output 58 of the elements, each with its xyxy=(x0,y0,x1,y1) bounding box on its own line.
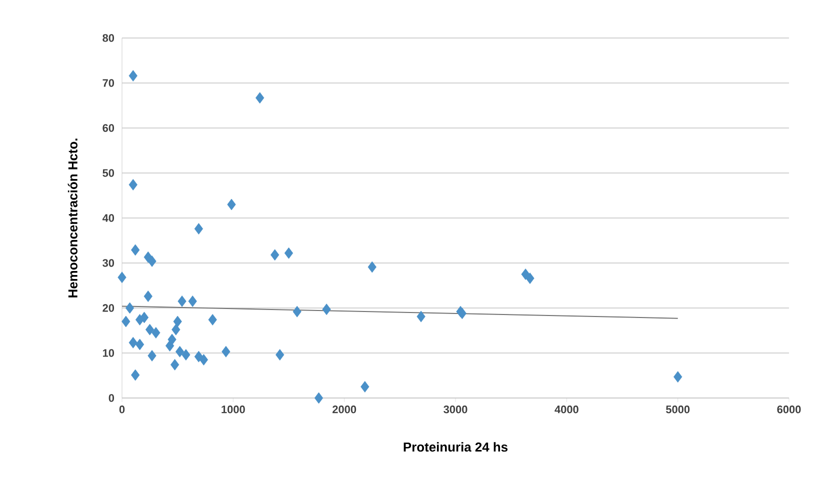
point xyxy=(188,296,197,307)
point xyxy=(128,336,138,348)
point xyxy=(322,304,331,316)
point xyxy=(182,349,190,360)
point xyxy=(131,369,140,381)
point xyxy=(222,346,230,358)
point xyxy=(172,324,180,336)
x-tick-label: 6000 xyxy=(777,406,801,414)
point xyxy=(131,244,140,256)
x-tick-label: 4000 xyxy=(554,406,578,414)
x-tick-label: 3000 xyxy=(444,406,468,414)
x-axis-title: Proteinuria 24 hs xyxy=(404,442,508,452)
y-tick-label: 20 xyxy=(102,304,114,312)
x-tick-label: 1000 xyxy=(222,406,245,414)
point xyxy=(284,247,294,259)
point xyxy=(125,302,134,314)
point xyxy=(292,306,302,318)
y-tick-label: 60 xyxy=(102,124,114,132)
point xyxy=(314,392,324,404)
point xyxy=(148,256,156,267)
point xyxy=(227,198,236,210)
y-tick-label: 10 xyxy=(102,349,114,357)
point xyxy=(674,371,682,383)
point xyxy=(165,340,174,352)
x-tick-label: 5000 xyxy=(666,406,690,414)
point xyxy=(175,346,184,358)
point xyxy=(170,359,180,370)
point xyxy=(128,179,138,190)
y-tick-label: 80 xyxy=(102,34,114,42)
y-axis-title: Hemoconcentración Hcto. xyxy=(68,138,78,298)
point xyxy=(152,327,160,338)
point xyxy=(178,296,186,307)
point xyxy=(199,354,208,366)
point xyxy=(256,92,264,104)
point xyxy=(208,314,217,326)
y-tick-label: 30 xyxy=(102,259,114,267)
point xyxy=(128,70,138,82)
y-tick-label: 0 xyxy=(108,394,114,402)
point xyxy=(144,290,152,302)
y-tick-label: 50 xyxy=(102,169,114,177)
point xyxy=(276,349,284,360)
x-tick-label: 0 xyxy=(119,406,125,414)
point xyxy=(194,223,204,234)
point xyxy=(118,272,126,284)
point xyxy=(148,350,156,362)
point xyxy=(173,316,182,328)
point xyxy=(416,310,426,322)
point xyxy=(360,381,370,392)
point xyxy=(135,338,144,350)
point xyxy=(122,316,130,328)
point xyxy=(368,261,376,273)
point xyxy=(145,324,154,336)
y-tick-label: 40 xyxy=(102,214,114,222)
y-tick-label: 70 xyxy=(102,79,114,87)
x-tick-label: 2000 xyxy=(332,406,356,414)
point xyxy=(526,272,534,284)
point xyxy=(140,312,149,324)
point xyxy=(270,249,280,261)
